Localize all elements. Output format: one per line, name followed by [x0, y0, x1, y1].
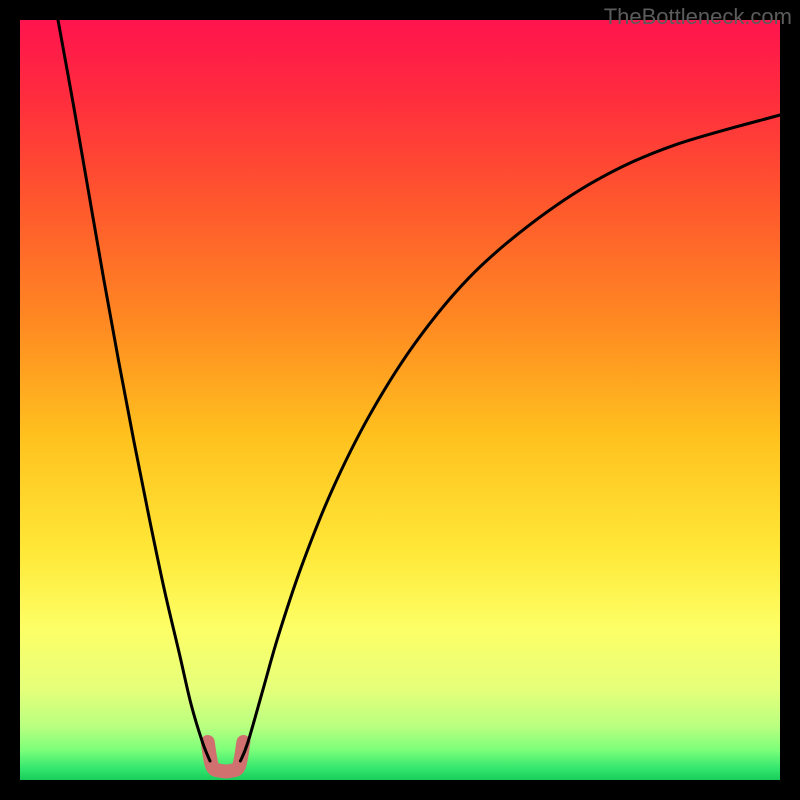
watermark-text: TheBottleneck.com — [604, 4, 792, 30]
chart-container: TheBottleneck.com — [0, 0, 800, 800]
bottleneck-chart — [0, 0, 800, 800]
